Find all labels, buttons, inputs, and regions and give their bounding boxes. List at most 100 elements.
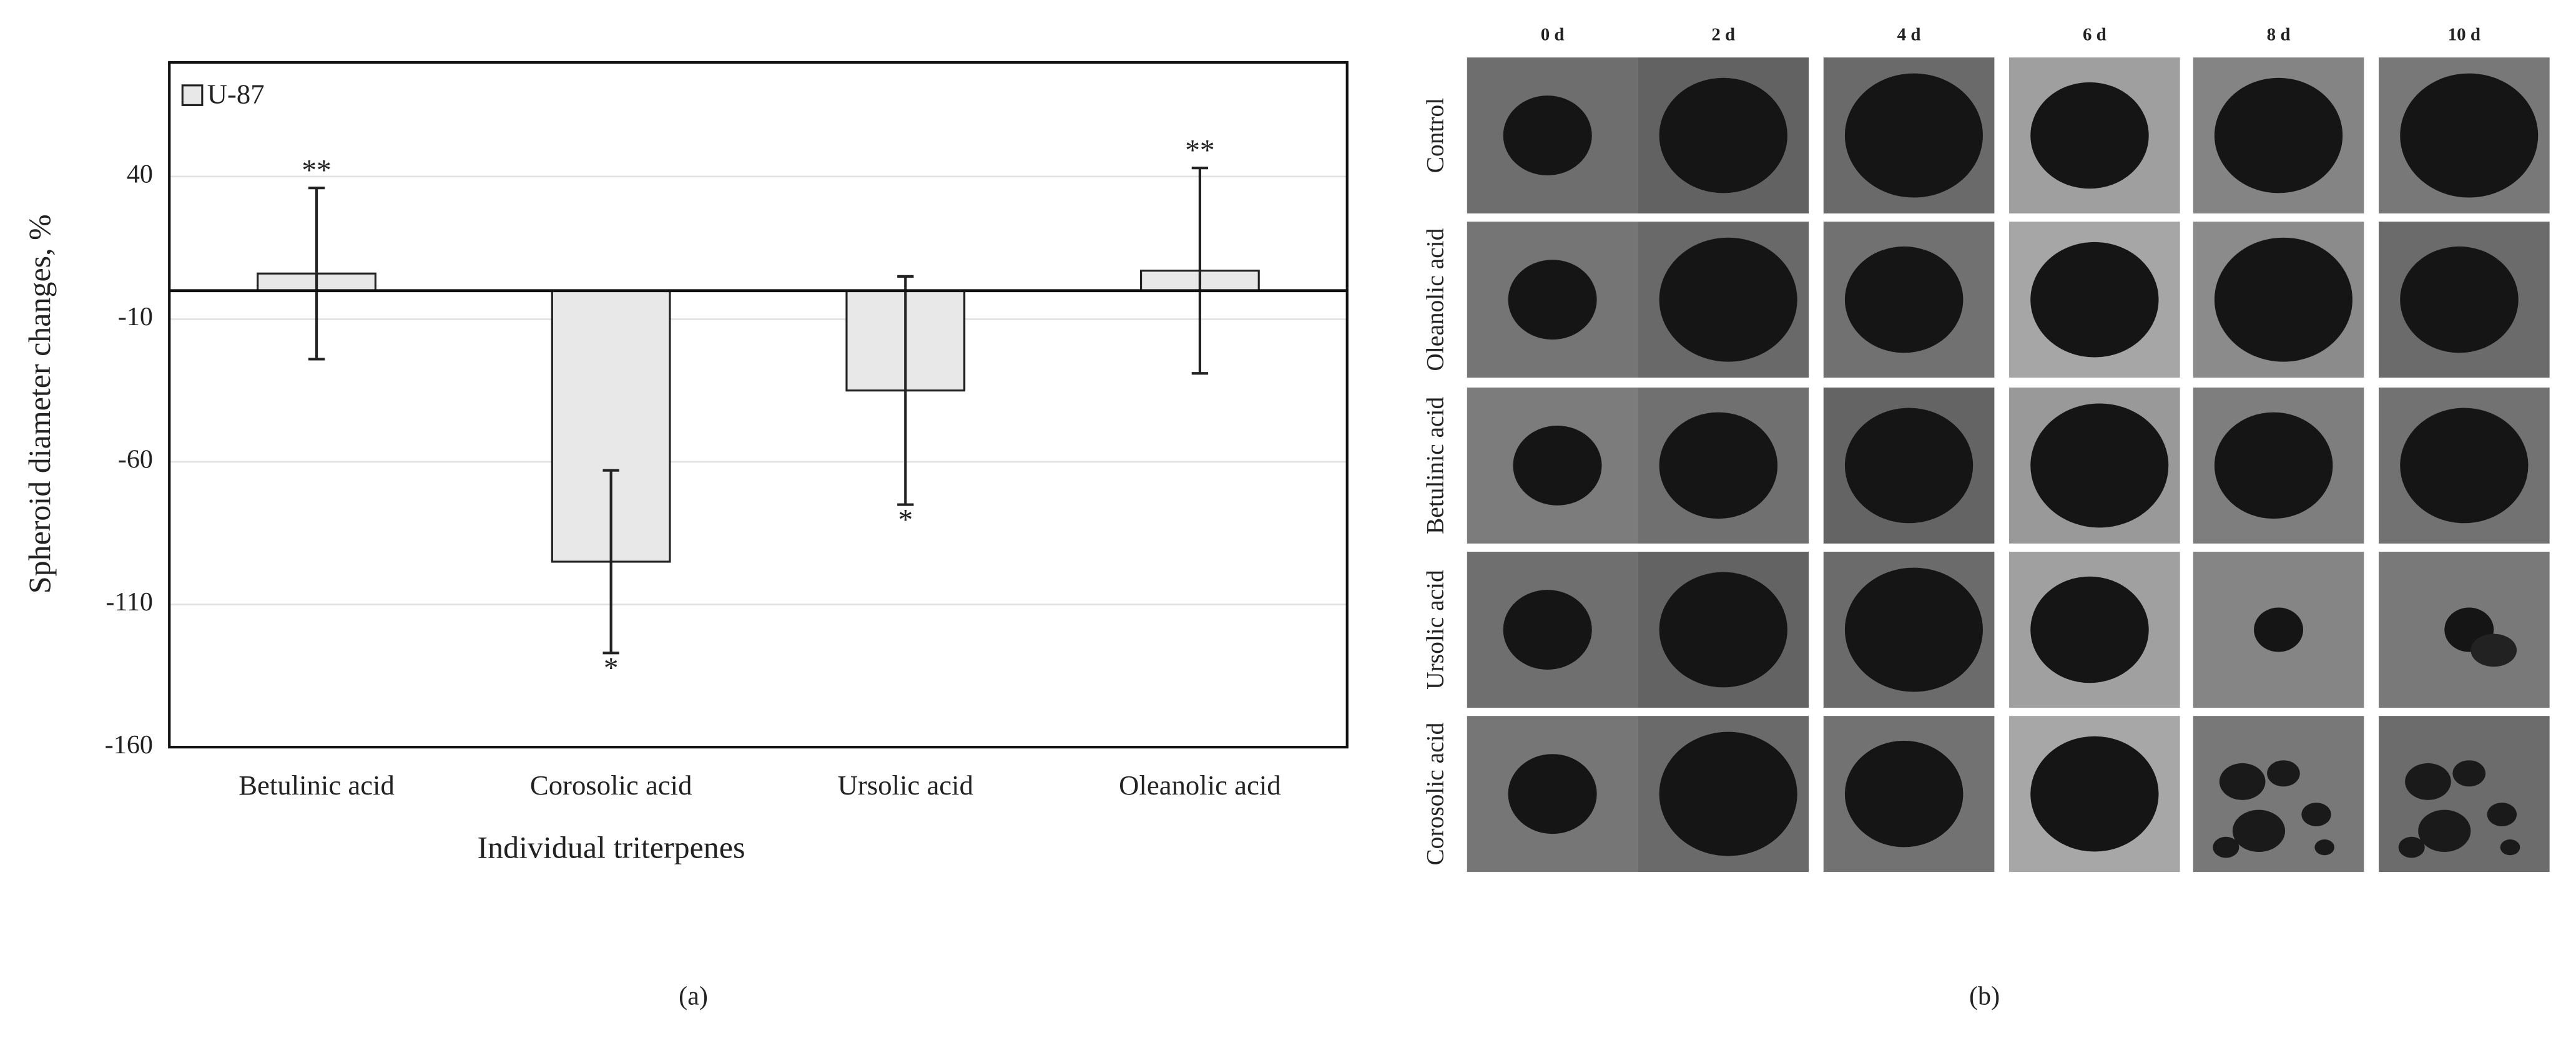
spheroid-fragment — [2398, 836, 2425, 858]
spheroid-fragment — [2267, 760, 2300, 787]
micrograph — [2193, 716, 2364, 872]
spheroid — [2400, 73, 2539, 198]
legend-swatch — [181, 84, 204, 106]
spheroid — [1844, 246, 1964, 353]
spheroid-fragment — [2452, 760, 2486, 787]
spheroid-fragment — [2314, 839, 2334, 856]
spheroid — [1659, 572, 1787, 688]
plot-frame — [168, 61, 1349, 749]
micrograph — [1467, 222, 1638, 378]
micrograph — [1467, 552, 1638, 708]
spheroid-fragment — [2405, 763, 2451, 800]
spheroid — [2214, 412, 2333, 519]
caption: (b) — [1969, 981, 2000, 1010]
spheroid — [1659, 77, 1787, 193]
error-bar — [602, 469, 619, 655]
significance-label: ** — [302, 154, 331, 187]
micrograph — [2009, 387, 2180, 544]
spheroid — [1659, 731, 1797, 856]
caption: (a) — [679, 981, 708, 1010]
spheroid-fragment — [2219, 763, 2266, 800]
spheroid — [1844, 408, 1974, 524]
micrograph — [1823, 222, 1995, 378]
micrograph — [2379, 57, 2550, 214]
micrograph — [2193, 222, 2364, 378]
error-bar — [1191, 167, 1209, 375]
spheroid-fragment — [2301, 803, 2331, 826]
y-tick-label: -60 — [118, 445, 153, 474]
row-label: Control — [1421, 98, 1448, 174]
micrograph — [1823, 552, 1995, 708]
column-label: 10 d — [2448, 25, 2480, 45]
spheroid — [1659, 237, 1797, 362]
legend-label: U-87 — [207, 78, 265, 109]
significance-label: * — [604, 652, 619, 685]
micrograph — [1823, 387, 1995, 544]
significance-label: * — [898, 504, 913, 536]
spheroid — [2030, 242, 2159, 358]
micrograph — [2379, 387, 2550, 544]
spheroid — [2254, 607, 2304, 652]
spheroid — [2214, 237, 2352, 362]
micrograph — [2193, 57, 2364, 214]
micrograph — [2379, 716, 2550, 872]
x-tick-label: Oleanolic acid — [1119, 770, 1281, 801]
error-bar — [897, 275, 914, 506]
y-tick-label: -110 — [106, 587, 153, 617]
micrograph — [1638, 222, 1809, 378]
spheroid — [1503, 95, 1592, 175]
significance-label: ** — [1185, 134, 1214, 167]
micrograph — [1638, 716, 1809, 872]
column-label: 0 d — [1541, 25, 1565, 45]
spheroid — [2400, 408, 2529, 524]
x-tick-label: Ursolic acid — [838, 770, 973, 801]
x-axis-title: Individual triterpenes — [478, 829, 745, 864]
spheroid — [1508, 260, 1597, 340]
row-label: Betulinic acid — [1421, 397, 1448, 534]
column-label: 6 d — [2083, 25, 2107, 45]
micrograph — [1823, 716, 1995, 872]
micrograph — [2009, 222, 2180, 378]
micrograph — [2009, 57, 2180, 214]
spheroid — [2030, 82, 2149, 189]
error-bar — [308, 187, 325, 361]
spheroid — [2030, 403, 2169, 528]
row-label: Ursolic acid — [1421, 570, 1448, 690]
micrograph — [1638, 387, 1809, 544]
micrograph — [2009, 716, 2180, 872]
micrograph — [1638, 57, 1809, 214]
spheroid — [2030, 736, 2159, 852]
spheroid — [2470, 633, 2517, 667]
row-label: Corosolic acid — [1421, 722, 1448, 865]
spheroid — [2214, 77, 2343, 193]
spheroid-fragment — [2418, 809, 2471, 853]
spheroid — [1844, 567, 1983, 692]
micrograph — [2193, 552, 2364, 708]
spheroid-fragment — [2500, 839, 2520, 856]
spheroid — [2400, 246, 2519, 353]
micrograph — [1467, 716, 1638, 872]
column-label: 4 d — [1897, 25, 1921, 45]
micrograph — [1638, 552, 1809, 708]
column-label: 2 d — [1711, 25, 1735, 45]
micrograph — [2379, 552, 2550, 708]
x-tick-label: Betulinic acid — [238, 770, 395, 801]
micrograph — [1467, 57, 1638, 214]
spheroid — [1503, 590, 1592, 670]
y-tick-label: 40 — [127, 159, 153, 188]
spheroid — [1844, 740, 1964, 848]
spheroid — [1659, 412, 1778, 519]
y-tick-label: -10 — [118, 302, 153, 331]
column-label: 8 d — [2267, 25, 2291, 45]
spheroid-fragment — [2213, 836, 2239, 858]
spheroid-fragment — [2232, 809, 2286, 853]
micrograph — [2379, 222, 2550, 378]
spheroid — [1844, 73, 1983, 198]
y-tick-label: -160 — [105, 730, 153, 760]
row-label: Oleanolic acid — [1421, 228, 1448, 371]
spheroid-fragment — [2487, 803, 2517, 826]
micrograph — [1823, 57, 1995, 214]
spheroid — [2030, 576, 2149, 683]
